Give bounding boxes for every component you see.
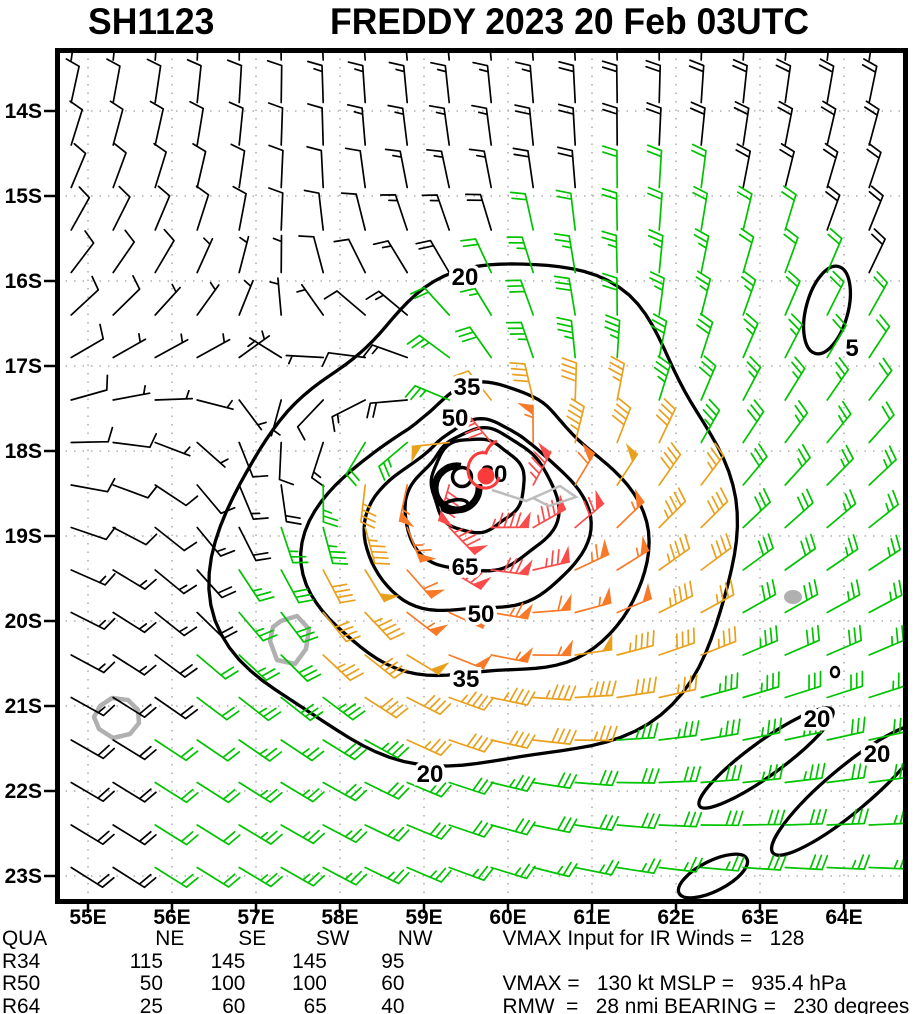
radii-value: 145 bbox=[210, 948, 246, 973]
radii-value: 65 bbox=[303, 993, 327, 1014]
svg-text:5: 5 bbox=[845, 335, 858, 362]
svg-text:56E: 56E bbox=[153, 906, 190, 929]
radii-table-row-r34: R34 115 145 145 95 bbox=[0, 948, 891, 973]
svg-text:23S: 23S bbox=[5, 865, 42, 888]
svg-text:15S: 15S bbox=[5, 185, 42, 208]
radii-value: 25 bbox=[139, 993, 163, 1014]
svg-text:35: 35 bbox=[453, 666, 480, 693]
svg-text:14S: 14S bbox=[5, 100, 42, 123]
contour-labels: 203550806550352052020 bbox=[413, 261, 894, 792]
svg-text:19S: 19S bbox=[5, 525, 42, 548]
svg-text:20: 20 bbox=[452, 264, 479, 291]
storm-id-title: SH1123 bbox=[88, 1, 215, 42]
svg-text:59E: 59E bbox=[405, 906, 442, 929]
radii-value: 60 bbox=[222, 993, 246, 1014]
svg-text:64E: 64E bbox=[825, 906, 862, 929]
quadrant-header: NE bbox=[155, 926, 185, 950]
svg-text:60E: 60E bbox=[489, 906, 526, 929]
axis-labels: 14S 15S 16S 17S 18S 19S 20S 21S 22S 23S 55E 56E 57E 5… bbox=[5, 100, 863, 929]
svg-text:20S: 20S bbox=[5, 610, 42, 633]
svg-text:20: 20 bbox=[417, 761, 444, 788]
eye-structure bbox=[431, 462, 483, 515]
quadrant-header: SW bbox=[315, 926, 350, 950]
vmax-input-text: VMAX Input for IR Winds = 128 bbox=[502, 926, 805, 950]
radii-table-row-r64: R64 25 60 65 40 RMW = 28 nmi BEARING = 230 de… bbox=[0, 993, 909, 1014]
svg-text:22S: 22S bbox=[5, 780, 42, 803]
radii-table-header-row: QUA NE SE SW NW VMAX Input for IR Winds = 128 bbox=[0, 926, 891, 950]
svg-text:20: 20 bbox=[804, 706, 831, 733]
wind-barbs bbox=[65, 50, 905, 902]
svg-text:17S: 17S bbox=[5, 355, 42, 378]
radii-value: 100 bbox=[210, 971, 246, 995]
axis-ticks bbox=[44, 109, 846, 913]
svg-text:62E: 62E bbox=[657, 906, 694, 929]
svg-text:61E: 61E bbox=[573, 906, 610, 929]
radii-value: 115 bbox=[129, 948, 163, 973]
center-curl-mark bbox=[466, 439, 501, 490]
radii-table-row-r50: R50 50 100 100 60 VMAX = 130 kt MSLP = 935.4 … bbox=[0, 971, 891, 995]
radii-value: 50 bbox=[139, 971, 163, 995]
radii-value: 100 bbox=[292, 971, 327, 995]
storm-center-dot bbox=[477, 467, 495, 485]
svg-text:50: 50 bbox=[442, 405, 469, 432]
radii-row-label: R64 bbox=[1, 993, 41, 1014]
quadrant-header: NW bbox=[397, 926, 433, 950]
svg-text:16S: 16S bbox=[5, 270, 42, 293]
graticule bbox=[57, 50, 905, 902]
quadrant-column-label: QUA bbox=[1, 926, 48, 950]
svg-text:57E: 57E bbox=[237, 906, 274, 929]
quadrant-header: SE bbox=[238, 926, 267, 950]
svg-text:50: 50 bbox=[468, 601, 495, 628]
island-coastlines bbox=[91, 590, 802, 741]
vmax-mslp-text: VMAX = 130 kt MSLP = 935.4 hPa bbox=[502, 971, 847, 995]
radii-value: 95 bbox=[381, 948, 405, 973]
radii-value: 40 bbox=[381, 993, 405, 1014]
isotach-contours bbox=[207, 262, 905, 900]
svg-text:21S: 21S bbox=[5, 695, 42, 718]
svg-text:20: 20 bbox=[864, 741, 891, 768]
page-title: FREDDY 2023 20 Feb 03UTC bbox=[330, 1, 810, 42]
svg-text:58E: 58E bbox=[321, 906, 358, 929]
radii-value: 60 bbox=[381, 971, 405, 995]
rmw-bearing-text: RMW = 28 nmi BEARING = 230 degrees bbox=[502, 993, 910, 1014]
track-line bbox=[491, 484, 579, 508]
svg-text:18S: 18S bbox=[5, 440, 42, 463]
svg-text:63E: 63E bbox=[741, 906, 778, 929]
radii-row-label: R34 bbox=[1, 948, 41, 973]
radii-value: 145 bbox=[292, 948, 327, 973]
plot-border bbox=[55, 48, 908, 904]
svg-text:35: 35 bbox=[454, 374, 481, 401]
radii-row-label: R50 bbox=[1, 971, 41, 995]
svg-text:65: 65 bbox=[452, 554, 479, 581]
svg-text:55E: 55E bbox=[69, 906, 106, 929]
